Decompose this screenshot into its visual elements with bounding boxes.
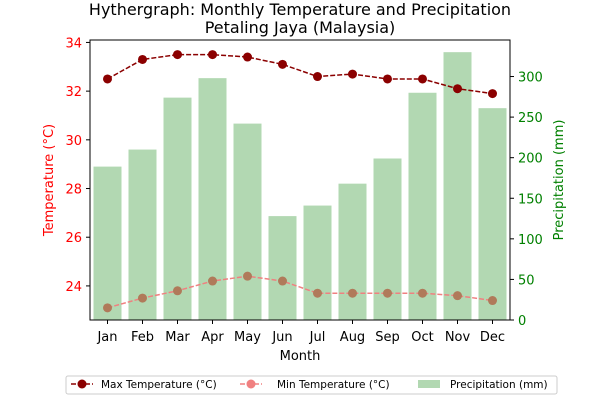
min-temp-point-aug bbox=[348, 288, 357, 298]
precip-bar-nov bbox=[443, 52, 472, 320]
left-tick-label-28: 28 bbox=[65, 183, 82, 198]
right-tick-label-150: 150 bbox=[518, 192, 543, 207]
chart-title-line1: Hythergraph: Monthly Temperature and Pre… bbox=[89, 0, 511, 19]
left-tick-label-30: 30 bbox=[65, 134, 82, 149]
x-tick-label-aug: Aug bbox=[340, 330, 365, 345]
left-y-axis: 24 26 28 30 32 34 bbox=[65, 36, 90, 295]
max-temp-point-jan bbox=[103, 74, 112, 84]
min-temp-point-oct bbox=[418, 288, 427, 298]
right-tick-label-50: 50 bbox=[518, 273, 535, 288]
max-temp-point-sep bbox=[383, 74, 392, 84]
max-temp-point-aug bbox=[348, 69, 357, 79]
max-temp-point-jul bbox=[313, 72, 322, 82]
precip-bar-jun bbox=[268, 216, 297, 320]
max-temp-point-feb bbox=[138, 54, 147, 64]
precip-bar-mar bbox=[163, 97, 192, 320]
left-tick-label-24: 24 bbox=[65, 280, 82, 295]
min-temp-point-apr bbox=[208, 276, 217, 286]
min-temp-point-may bbox=[243, 271, 252, 281]
right-tick-label-200: 200 bbox=[518, 152, 543, 167]
legend-max-label: Max Temperature (°C) bbox=[101, 379, 217, 391]
min-temp-point-jun bbox=[278, 276, 287, 286]
x-tick-label-jul: Jul bbox=[309, 330, 326, 345]
min-temp-point-feb bbox=[138, 293, 147, 303]
x-tick-label-feb: Feb bbox=[131, 330, 154, 345]
x-axis-label: Month bbox=[280, 349, 321, 364]
x-tick-label-may: May bbox=[234, 330, 261, 345]
precipitation-bars bbox=[93, 52, 507, 320]
x-axis: Jan Feb Mar Apr May Jun Jul Aug Sep Oct Nov Dec bbox=[96, 320, 505, 345]
chart-title-line2: Petaling Jaya (Malaysia) bbox=[205, 18, 396, 37]
min-temp-point-dec bbox=[488, 296, 497, 306]
max-temp-point-mar bbox=[173, 50, 182, 60]
x-tick-label-jan: Jan bbox=[96, 330, 117, 345]
max-temp-point-nov bbox=[453, 84, 462, 94]
max-temp-point-apr bbox=[208, 50, 217, 60]
right-tick-label-0: 0 bbox=[518, 314, 526, 329]
precip-bar-jan bbox=[93, 166, 122, 320]
right-tick-label-250: 250 bbox=[518, 111, 543, 126]
max-temp-point-jun bbox=[278, 59, 287, 69]
precip-bar-dec bbox=[478, 108, 507, 320]
min-temperature-series bbox=[103, 271, 497, 313]
min-temp-point-nov bbox=[453, 291, 462, 301]
x-tick-label-mar: Mar bbox=[165, 330, 190, 345]
max-temperature-series bbox=[103, 50, 497, 99]
precip-bar-jul bbox=[303, 205, 332, 320]
max-temp-point-may bbox=[243, 52, 252, 62]
right-tick-label-300: 300 bbox=[518, 71, 543, 86]
left-tick-label-34: 34 bbox=[65, 36, 82, 51]
x-tick-label-jun: Jun bbox=[271, 330, 292, 345]
max-temp-line bbox=[107, 53, 493, 95]
left-y-axis-label: Temperature (°C) bbox=[42, 124, 57, 237]
x-tick-label-apr: Apr bbox=[201, 330, 224, 345]
legend-precip-swatch bbox=[418, 380, 440, 388]
x-tick-label-sep: Sep bbox=[375, 330, 400, 345]
x-tick-label-dec: Dec bbox=[480, 330, 505, 345]
precip-bar-oct bbox=[408, 92, 437, 320]
precip-bar-feb bbox=[128, 149, 157, 320]
min-temp-line bbox=[107, 275, 493, 309]
legend-max-marker bbox=[77, 379, 87, 389]
max-temp-point-dec bbox=[488, 89, 497, 99]
min-temp-point-jul bbox=[313, 288, 322, 298]
right-tick-label-100: 100 bbox=[518, 233, 543, 248]
max-temp-point-oct bbox=[418, 74, 427, 84]
min-temp-point-sep bbox=[383, 288, 392, 298]
min-temp-point-mar bbox=[173, 286, 182, 296]
x-tick-label-oct: Oct bbox=[411, 330, 433, 345]
min-temp-point-jan bbox=[103, 303, 112, 313]
legend-precip-label: Precipitation (mm) bbox=[450, 379, 548, 391]
right-y-axis-label: Precipitation (mm) bbox=[552, 120, 567, 241]
legend-min-label: Min Temperature (°C) bbox=[277, 379, 390, 391]
right-y-axis: 0 50 100 150 200 250 300 bbox=[510, 71, 543, 329]
precip-bar-may bbox=[233, 123, 262, 320]
legend: Max Temperature (°C) Min Temperature (°C… bbox=[65, 375, 558, 395]
legend-min-marker bbox=[246, 379, 256, 389]
precip-bar-aug bbox=[338, 183, 367, 320]
left-tick-label-32: 32 bbox=[65, 85, 82, 100]
plot-frame bbox=[89, 39, 511, 321]
left-tick-label-26: 26 bbox=[65, 231, 82, 246]
x-tick-label-nov: Nov bbox=[445, 330, 471, 345]
